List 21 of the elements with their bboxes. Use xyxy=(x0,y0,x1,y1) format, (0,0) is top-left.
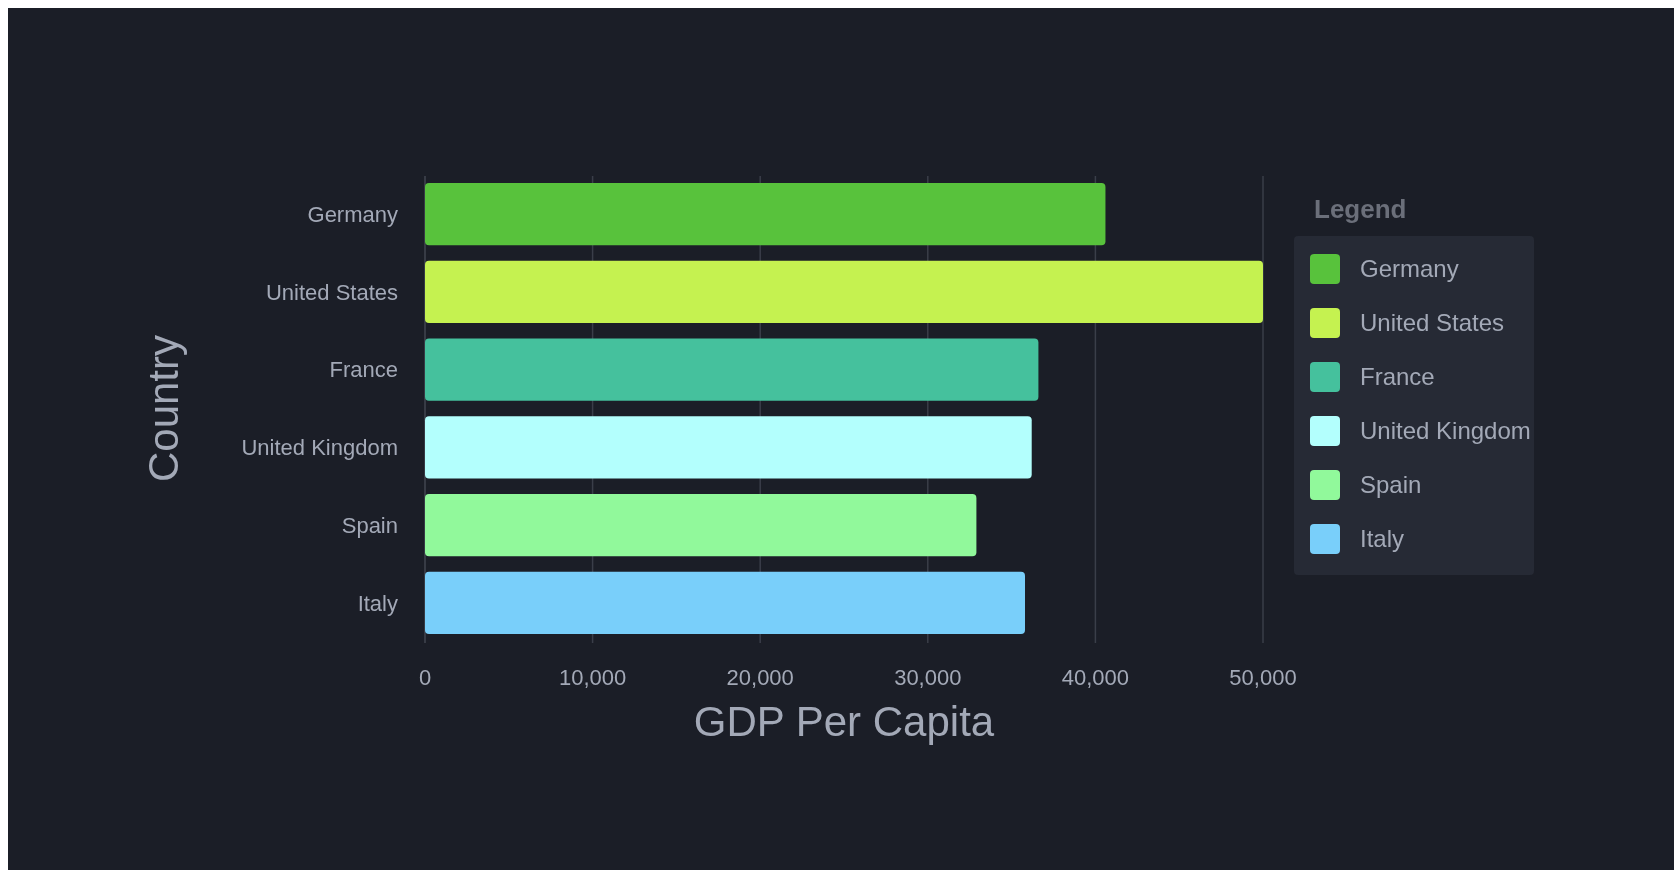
x-tick-label: 20,000 xyxy=(726,665,794,690)
x-tick-label: 50,000 xyxy=(1229,665,1297,690)
x-axis-title: GDP Per Capita xyxy=(693,698,995,745)
x-tick-label: 40,000 xyxy=(1061,665,1130,690)
legend-label: Italy xyxy=(1360,525,1405,553)
y-axis-title: Country xyxy=(140,334,187,483)
legend-label: United Kingdom xyxy=(1360,417,1531,445)
y-tick-label: Germany xyxy=(307,201,398,227)
y-tick-label: France xyxy=(329,357,398,383)
y-tick-label: Italy xyxy=(357,590,398,616)
x-tick-label: 0 xyxy=(418,665,432,690)
legend-label: Germany xyxy=(1360,255,1459,283)
x-tick-label: 30,000 xyxy=(894,665,962,690)
x-tick-label: 10,000 xyxy=(558,665,627,690)
legend-title: Legend xyxy=(1314,194,1407,224)
y-tick-label: Spain xyxy=(341,512,398,538)
y-tick-label: United States xyxy=(265,279,398,305)
legend-label: France xyxy=(1360,363,1435,391)
y-tick-label: United Kingdom xyxy=(241,435,398,461)
legend-label: Spain xyxy=(1360,471,1422,499)
legend-label: United States xyxy=(1360,309,1505,337)
